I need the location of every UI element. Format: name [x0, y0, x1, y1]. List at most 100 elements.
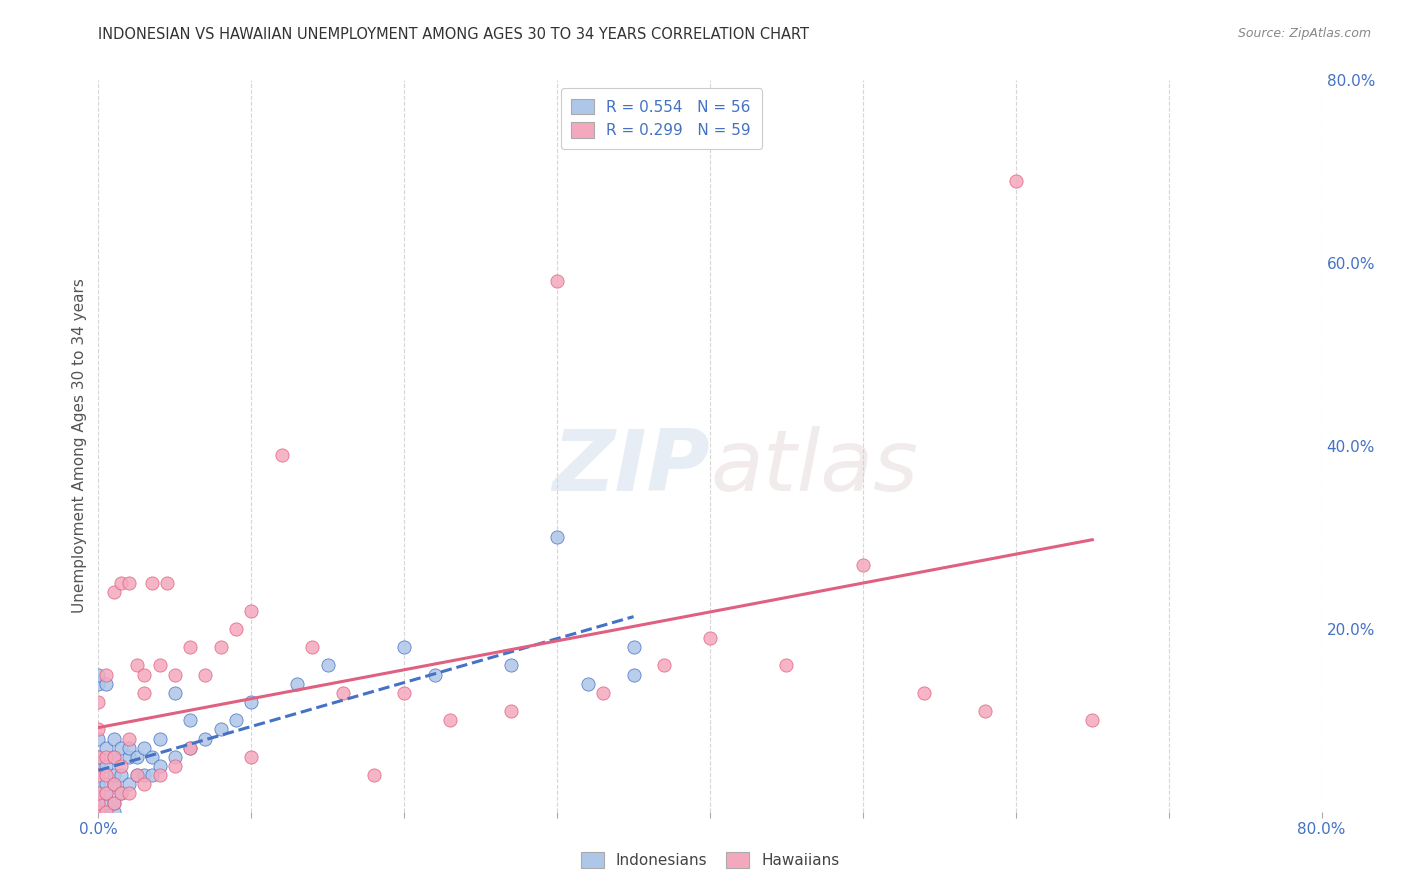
- Point: [87, 796, 110, 810]
- Point: [110, 759, 132, 773]
- Point: [94, 667, 117, 681]
- Point: [94, 749, 117, 764]
- Point: [94, 787, 117, 801]
- Point: [118, 576, 141, 591]
- Point: [94, 740, 117, 755]
- Point: [94, 787, 117, 801]
- Point: [110, 787, 132, 801]
- Point: [87, 768, 110, 782]
- Point: [110, 740, 132, 755]
- Point: [623, 640, 645, 655]
- Point: [423, 667, 446, 681]
- Point: [652, 658, 675, 673]
- Point: [1081, 714, 1104, 728]
- Point: [149, 658, 172, 673]
- Point: [125, 768, 148, 782]
- Legend: Indonesians, Hawaiians: Indonesians, Hawaiians: [572, 843, 848, 877]
- Point: [141, 768, 163, 782]
- Point: [118, 787, 141, 801]
- Point: [134, 740, 156, 755]
- Point: [974, 704, 997, 718]
- Point: [87, 731, 110, 746]
- Point: [94, 676, 117, 690]
- Point: [87, 777, 110, 791]
- Point: [87, 805, 110, 819]
- Point: [103, 749, 125, 764]
- Text: atlas: atlas: [710, 426, 918, 509]
- Point: [87, 667, 110, 681]
- Point: [363, 768, 385, 782]
- Point: [87, 787, 110, 801]
- Point: [270, 448, 292, 462]
- Point: [110, 576, 132, 591]
- Text: INDONESIAN VS HAWAIIAN UNEMPLOYMENT AMONG AGES 30 TO 34 YEARS CORRELATION CHART: INDONESIAN VS HAWAIIAN UNEMPLOYMENT AMON…: [98, 27, 810, 42]
- Point: [209, 640, 232, 655]
- Point: [94, 805, 117, 819]
- Point: [87, 749, 110, 764]
- Point: [94, 777, 117, 791]
- Point: [225, 714, 247, 728]
- Point: [118, 731, 141, 746]
- Point: [94, 759, 117, 773]
- Point: [87, 805, 110, 819]
- Point: [163, 759, 186, 773]
- Point: [87, 805, 110, 819]
- Point: [103, 796, 125, 810]
- Point: [87, 805, 110, 819]
- Point: [392, 640, 416, 655]
- Point: [332, 686, 354, 700]
- Point: [94, 768, 117, 782]
- Point: [623, 667, 645, 681]
- Point: [301, 640, 323, 655]
- Point: [87, 695, 110, 709]
- Point: [103, 749, 125, 764]
- Point: [225, 622, 247, 636]
- Point: [163, 749, 186, 764]
- Point: [87, 749, 110, 764]
- Point: [163, 667, 186, 681]
- Point: [87, 805, 110, 819]
- Point: [592, 686, 614, 700]
- Text: Source: ZipAtlas.com: Source: ZipAtlas.com: [1237, 27, 1371, 40]
- Point: [439, 714, 461, 728]
- Point: [163, 686, 186, 700]
- Point: [87, 723, 110, 737]
- Point: [316, 658, 339, 673]
- Point: [118, 740, 141, 755]
- Point: [179, 740, 201, 755]
- Point: [179, 714, 201, 728]
- Point: [141, 749, 163, 764]
- Point: [501, 704, 523, 718]
- Point: [209, 723, 232, 737]
- Point: [546, 530, 568, 544]
- Point: [118, 749, 141, 764]
- Point: [285, 676, 308, 690]
- Point: [110, 768, 132, 782]
- Point: [852, 558, 875, 572]
- Point: [94, 805, 117, 819]
- Point: [240, 603, 263, 617]
- Point: [1004, 174, 1026, 188]
- Point: [87, 787, 110, 801]
- Point: [87, 805, 110, 819]
- Point: [134, 777, 156, 791]
- Point: [94, 796, 117, 810]
- Point: [134, 768, 156, 782]
- Point: [156, 576, 179, 591]
- Point: [501, 658, 523, 673]
- Text: ZIP: ZIP: [553, 426, 710, 509]
- Point: [194, 731, 217, 746]
- Point: [775, 658, 797, 673]
- Point: [134, 686, 156, 700]
- Point: [149, 759, 172, 773]
- Point: [149, 731, 172, 746]
- Point: [699, 631, 721, 645]
- Point: [103, 777, 125, 791]
- Point: [240, 695, 263, 709]
- Point: [576, 676, 599, 690]
- Point: [103, 796, 125, 810]
- Point: [194, 667, 217, 681]
- Point: [87, 676, 110, 690]
- Point: [103, 777, 125, 791]
- Point: [125, 658, 148, 673]
